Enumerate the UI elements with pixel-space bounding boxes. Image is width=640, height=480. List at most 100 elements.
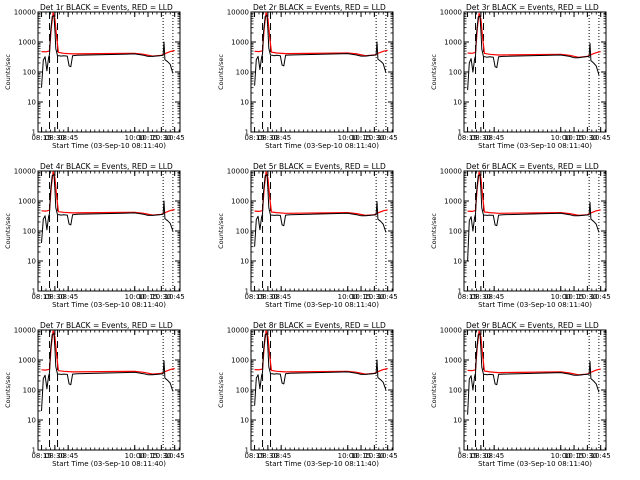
y-tick-label: 10 xyxy=(27,99,36,107)
x-axis-label: Start Time (03-Sep-10 08:11:40) xyxy=(478,460,592,468)
x-axis-label: Start Time (03-Sep-10 08:11:40) xyxy=(52,142,166,150)
x-tick-label: 08:15 xyxy=(457,134,477,142)
x-tick-label: 10:30 xyxy=(577,134,597,142)
series-line-lld xyxy=(467,12,601,58)
x-tick-label: 08:30 xyxy=(471,293,491,301)
y-axis-label: Counts/sec xyxy=(430,54,438,90)
detector-panel-1: Det 1r BLACK = Events, RED = LLD 1 10 100 10… xyxy=(4,3,185,150)
x-axis-label: Start Time (03-Sep-10 08:11:40) xyxy=(52,301,166,309)
x-tick-label: 10:15 xyxy=(351,452,371,460)
y-tick-label: 1000 xyxy=(444,39,462,47)
y-tick-label: 100 xyxy=(449,228,462,236)
y-tick-label: 10000 xyxy=(227,9,249,17)
chart-title: Det 1r BLACK = Events, RED = LLD xyxy=(40,3,173,12)
x-tick-label: 08:15 xyxy=(244,134,264,142)
y-tick-label: 1 xyxy=(245,288,249,296)
x-tick-label: 10:30 xyxy=(364,452,384,460)
y-tick-label: 10 xyxy=(453,99,462,107)
x-tick-label: 08:45 xyxy=(271,134,291,142)
x-tick-label: 10:45 xyxy=(378,293,398,301)
y-tick-label: 1000 xyxy=(231,198,249,206)
y-tick-label: 10000 xyxy=(227,168,249,176)
x-tick-label: 08:15 xyxy=(244,293,264,301)
x-tick-label: 08:45 xyxy=(271,452,291,460)
plot-frame xyxy=(463,11,607,133)
y-tick-label: 1000 xyxy=(231,357,249,365)
plot-frame xyxy=(463,170,607,292)
x-tick-label: 08:45 xyxy=(484,452,504,460)
series-line-lld xyxy=(41,330,175,375)
x-axis-label: Start Time (03-Sep-10 08:11:40) xyxy=(265,460,379,468)
y-tick-label: 1 xyxy=(32,447,36,455)
x-tick-label: 10:15 xyxy=(138,293,158,301)
x-tick-label: 08:15 xyxy=(457,293,477,301)
y-tick-label: 10000 xyxy=(227,327,249,335)
chart-title: Det 3r BLACK = Events, RED = LLD xyxy=(466,3,599,12)
plot-frame xyxy=(37,11,181,133)
x-tick-label: 10:30 xyxy=(364,293,384,301)
y-tick-label: 1000 xyxy=(18,357,36,365)
plot-frame xyxy=(37,170,181,292)
x-tick-label: 10:00 xyxy=(125,293,145,301)
y-tick-label: 100 xyxy=(23,69,36,77)
x-tick-label: 10:30 xyxy=(577,293,597,301)
series-line-events xyxy=(467,333,600,415)
plot-frame xyxy=(250,329,394,451)
y-tick-label: 1000 xyxy=(444,198,462,206)
series-line-events xyxy=(254,15,387,86)
x-tick-label: 10:45 xyxy=(165,134,185,142)
x-tick-label: 08:30 xyxy=(471,452,491,460)
x-tick-label: 10:15 xyxy=(564,134,584,142)
x-tick-label: 10:00 xyxy=(338,293,358,301)
x-tick-label: 08:15 xyxy=(457,452,477,460)
x-tick-label: 10:30 xyxy=(151,452,171,460)
x-tick-label: 08:45 xyxy=(58,452,78,460)
y-tick-label: 10000 xyxy=(14,9,36,17)
y-tick-label: 10000 xyxy=(14,168,36,176)
chart-title: Det 6r BLACK = Events, RED = LLD xyxy=(466,162,599,171)
x-tick-label: 10:15 xyxy=(564,293,584,301)
series-line-events xyxy=(41,174,174,243)
y-tick-label: 10 xyxy=(240,258,249,266)
y-axis-label: Counts/sec xyxy=(217,213,225,249)
x-tick-label: 10:15 xyxy=(351,134,371,142)
x-tick-label: 10:00 xyxy=(125,452,145,460)
chart-title: Det 7r BLACK = Events, RED = LLD xyxy=(40,321,173,330)
x-tick-label: 08:30 xyxy=(45,134,65,142)
y-tick-label: 1 xyxy=(458,129,462,137)
x-tick-label: 10:00 xyxy=(551,452,571,460)
x-tick-label: 10:45 xyxy=(165,293,185,301)
series-line-lld xyxy=(254,171,388,216)
y-tick-label: 10000 xyxy=(440,168,462,176)
x-tick-label: 08:30 xyxy=(258,452,278,460)
y-axis-label: Counts/sec xyxy=(217,372,225,408)
y-tick-label: 10000 xyxy=(440,327,462,335)
y-tick-label: 1000 xyxy=(18,198,36,206)
chart-title: Det 9r BLACK = Events, RED = LLD xyxy=(466,321,599,330)
y-tick-label: 10 xyxy=(240,417,249,425)
y-tick-label: 10 xyxy=(27,258,36,266)
y-tick-label: 10 xyxy=(453,417,462,425)
x-tick-label: 10:15 xyxy=(138,134,158,142)
x-tick-label: 08:30 xyxy=(45,452,65,460)
chart-title: Det 8r BLACK = Events, RED = LLD xyxy=(253,321,386,330)
y-tick-label: 1 xyxy=(32,288,36,296)
y-tick-label: 1000 xyxy=(444,357,462,365)
x-axis-label: Start Time (03-Sep-10 08:11:40) xyxy=(265,142,379,150)
series-line-events xyxy=(467,174,600,262)
series-line-lld xyxy=(467,330,601,376)
y-tick-label: 10000 xyxy=(14,327,36,335)
y-axis-label: Counts/sec xyxy=(217,54,225,90)
detector-panel-3: Det 3r BLACK = Events, RED = LLD 1 10 100 10… xyxy=(430,3,611,150)
y-tick-label: 100 xyxy=(23,228,36,236)
x-tick-label: 08:45 xyxy=(271,293,291,301)
series-line-lld xyxy=(467,171,601,216)
x-tick-label: 08:30 xyxy=(471,134,491,142)
y-axis-label: Counts/sec xyxy=(430,372,438,408)
x-tick-label: 10:30 xyxy=(151,293,171,301)
y-tick-label: 1 xyxy=(32,129,36,137)
x-tick-label: 10:15 xyxy=(351,293,371,301)
x-tick-label: 10:00 xyxy=(338,134,358,142)
x-tick-label: 08:15 xyxy=(31,134,51,142)
